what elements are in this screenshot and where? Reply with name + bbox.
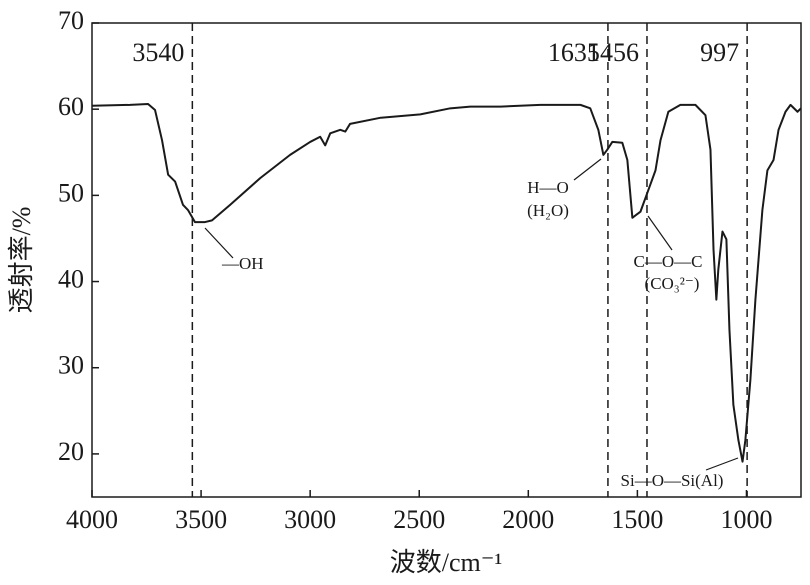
annotation: H—O [527,178,569,197]
y-axis-label: 透射率/% [7,207,36,314]
leader-line [204,227,234,259]
peak-label: 1635 [548,38,600,67]
peak-label: 3540 [132,38,184,67]
y-tick-label: 20 [58,437,84,466]
annotation-leaders [204,158,739,471]
x-tick-label: 2500 [393,505,445,534]
peak-label: 997 [700,38,739,67]
plot-frame [91,22,802,498]
y-tick-label: 30 [58,351,84,380]
y-tick-label: 40 [58,265,84,294]
x-axis-label: 波数/cm⁻¹ [390,548,503,577]
leader-line [647,215,673,251]
annotation: C—O—C [634,252,703,271]
annotation: (H₂O) [527,201,569,220]
x-tick-label: 3000 [284,505,336,534]
x-tick-label: 2000 [502,505,554,534]
spectrum-line [91,103,802,463]
y-tick-label: 50 [58,178,84,207]
peak-label: 1456 [587,38,639,67]
annotation: Si—O—Si(Al) [621,471,724,490]
x-tick-label: 1000 [720,505,772,534]
leader-line [705,457,739,471]
leader-line [573,158,602,181]
x-tick-label: 1500 [611,505,663,534]
x-tick-label: 4000 [66,505,118,534]
annotation: —OH [221,254,264,273]
x-tick-label: 3500 [175,505,227,534]
y-tick-label: 70 [58,6,84,35]
annotation: (CO₃²⁻) [645,274,700,293]
y-tick-label: 60 [58,92,84,121]
